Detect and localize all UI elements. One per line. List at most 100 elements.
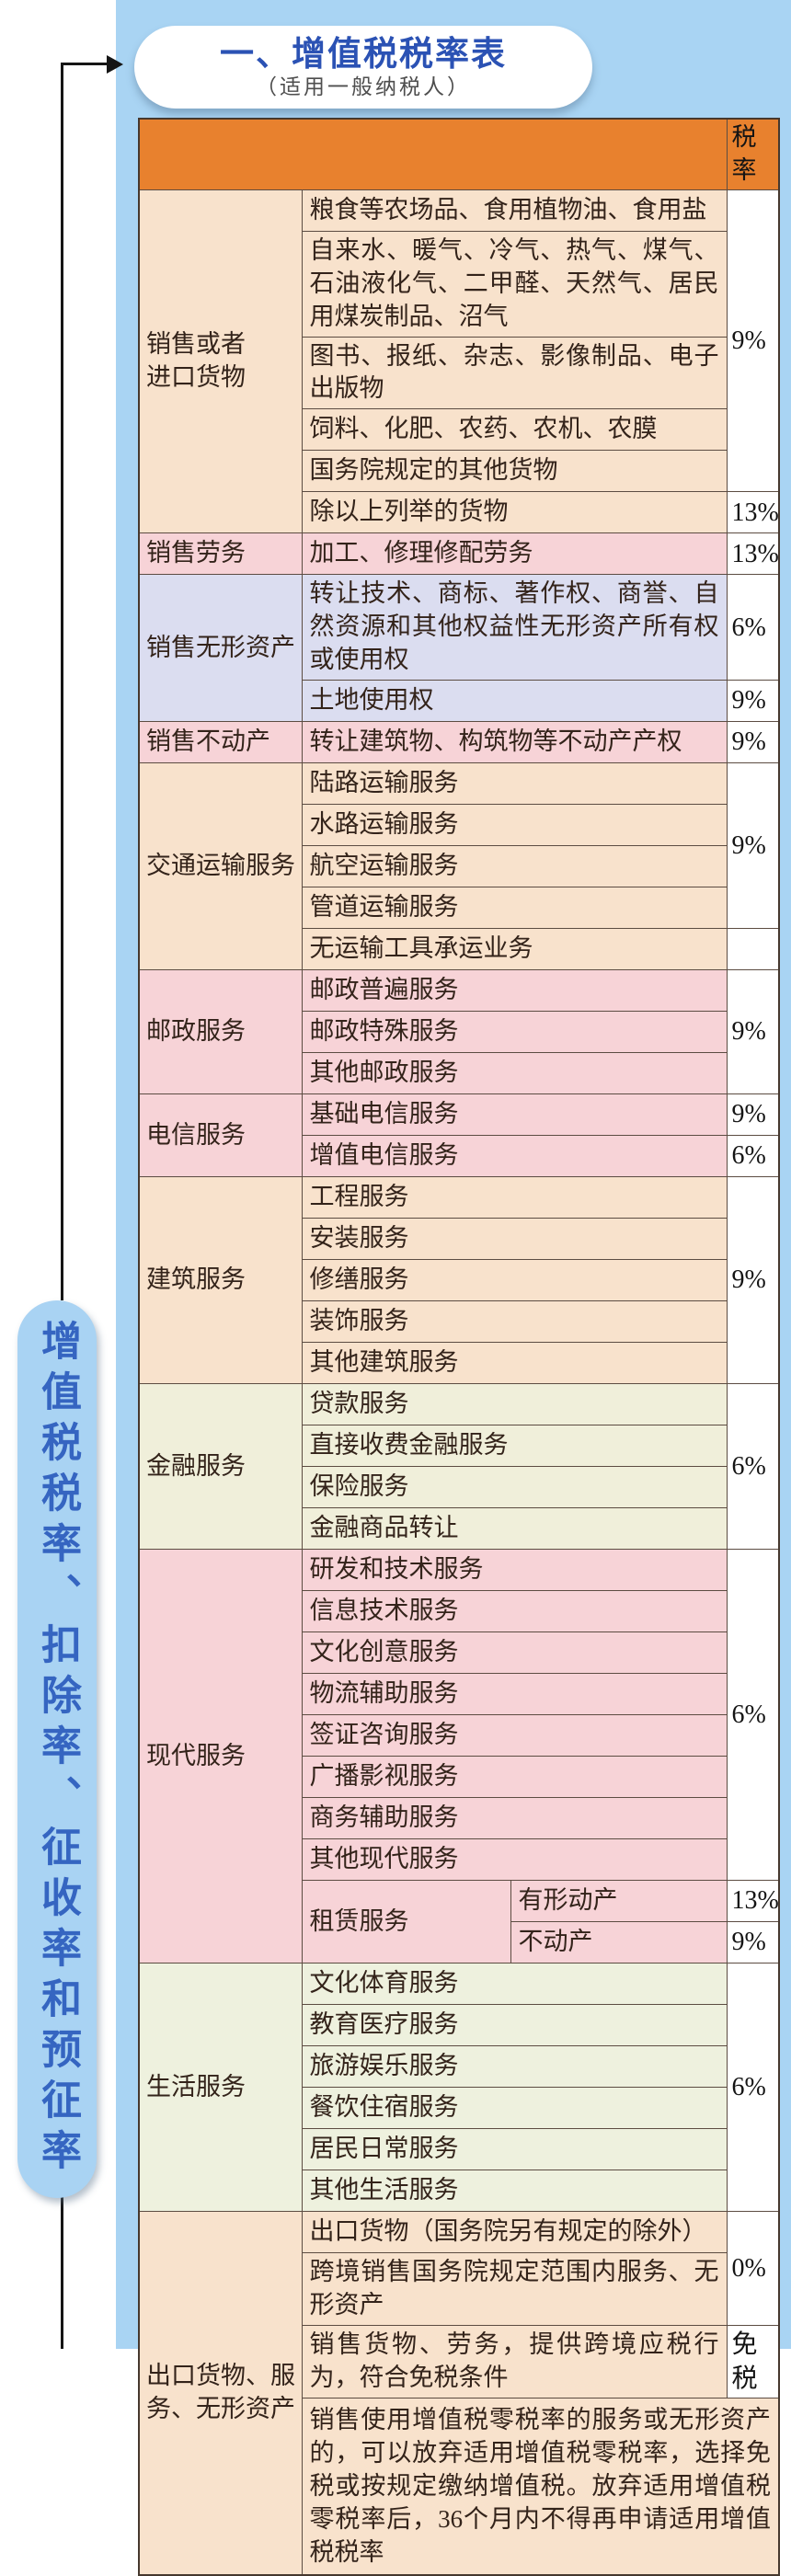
item-cell: 陆路运输服务 — [301, 762, 728, 806]
category-cell: 销售或者 进口货物 — [138, 189, 303, 534]
table-row: 租赁服务 有形动产 13% — [139, 1880, 780, 1964]
item-cell: 直接收费金融服务 — [301, 1425, 728, 1468]
rate-cell: 9% — [726, 969, 780, 1095]
category-cell: 交通运输服务 — [138, 762, 303, 971]
rate-cell: 6% — [726, 574, 780, 681]
vat-rate-table: 税率 销售或者 进口货物 粮食等农场品、食用植物油、食用盐 9% 自来水、暖气、… — [138, 118, 781, 2576]
item-cell: 保险服务 — [301, 1466, 728, 1509]
page-title: 一、增值税税率表 — [220, 35, 507, 73]
table-row: 不动产 9% — [139, 1921, 780, 1964]
item-cell: 饲料、化肥、农药、农机、农膜 — [301, 408, 728, 452]
item-cell: 餐饮住宿服务 — [301, 2087, 728, 2130]
rate-cell: 9% — [726, 1921, 780, 1964]
arrow-right-icon — [107, 54, 123, 74]
rate-cell: 免税 — [726, 2324, 780, 2399]
item-cell: 旅游娱乐服务 — [301, 2045, 728, 2089]
table-row: 现代服务 研发和技术服务 6% — [138, 1549, 780, 1964]
category-cell: 现代服务 — [138, 1549, 303, 1964]
table-row: 安装服务 — [139, 1218, 779, 1261]
item-cell: 转让建筑物、构筑物等不动产产权 — [301, 721, 728, 764]
table-row: 金融商品转让 — [139, 1507, 779, 1551]
category-cell: 邮政服务 — [138, 969, 303, 1095]
connector-line-top — [61, 63, 63, 1300]
table-row: 其他建筑服务 — [139, 1342, 779, 1385]
table-row: 税率 — [138, 118, 780, 190]
item-cell: 修缮服务 — [301, 1259, 728, 1302]
rate-cell: 13% — [726, 532, 780, 576]
rate-cell: 6% — [726, 1135, 780, 1178]
table-row: 水路运输服务 — [139, 804, 779, 847]
rate-cell: 13% — [726, 1880, 780, 1923]
item-cell: 图书、报纸、杂志、影像制品、电子出版物 — [301, 336, 728, 410]
item-cell: 贷款服务 — [301, 1383, 728, 1426]
table-row: 广播影视服务 — [139, 1756, 779, 1799]
item-cell: 邮政特殊服务 — [301, 1011, 728, 1054]
rate-cell: 9% — [726, 1176, 780, 1385]
item-cell: 土地使用权 — [301, 680, 728, 723]
item-cell: 信息技术服务 — [301, 1590, 728, 1633]
table-row: 保险服务 — [139, 1466, 779, 1509]
item-cell: 文化体育服务 — [301, 1963, 728, 2006]
rate-cell: 9% — [726, 721, 780, 764]
table-row: 邮政服务 邮政普遍服务 9% — [138, 969, 780, 1095]
item-cell: 加工、修理修配劳务 — [301, 532, 728, 576]
category-cell: 销售无形资产 — [138, 574, 303, 723]
table-row: 土地使用权 9% — [139, 680, 780, 723]
item-cell: 其他现代服务 — [301, 1838, 728, 1882]
category-cell: 销售劳务 — [138, 532, 303, 576]
table-row: 饲料、化肥、农药、农机、农膜 — [139, 408, 779, 452]
item-cell: 出口货物（国务院另有规定的除外） — [301, 2211, 728, 2254]
lease-sub-cell: 不动产 — [510, 1921, 728, 1964]
table-row: 销售不动产 转让建筑物、构筑物等不动产产权 9% — [138, 721, 780, 764]
rate-cell: 6% — [726, 1963, 780, 2213]
rate-cell: 6% — [726, 1549, 780, 1882]
item-cell: 水路运输服务 — [301, 804, 728, 847]
item-cell: 粮食等农场品、食用植物油、食用盐 — [301, 189, 728, 232]
table-row: 增值电信服务 6% — [139, 1135, 780, 1178]
table-row: 居民日常服务 — [139, 2128, 779, 2171]
table-row: 餐饮住宿服务 — [139, 2087, 779, 2130]
table-row: 金融服务 贷款服务 6% — [138, 1383, 780, 1551]
sidebar-topic-pill: 增值税税率、扣除率、征收率和预征率 — [17, 1300, 97, 2198]
connector-line-horizontal — [61, 63, 109, 65]
table-row: 物流辅助服务 — [139, 1673, 779, 1716]
table-row: 销售无形资产 转让技术、商标、著作权、商誉、自然资源和其他权益性无形资产所有权或… — [138, 574, 780, 723]
table-row: 签证咨询服务 — [139, 1714, 779, 1757]
item-cell: 其他建筑服务 — [301, 1342, 728, 1385]
table-row: 交通运输服务 陆路运输服务 9% — [138, 762, 780, 971]
rate-cell: 0% — [726, 2211, 780, 2326]
item-cell: 研发和技术服务 — [301, 1549, 728, 1592]
table-row: 商务辅助服务 — [139, 1797, 779, 1840]
table-row: 建筑服务 工程服务 9% — [138, 1176, 780, 1385]
category-cell: 生活服务 — [138, 1963, 303, 2213]
category-cell: 建筑服务 — [138, 1176, 303, 1385]
header-spacer-cell — [138, 118, 728, 190]
category-cell: 销售不动产 — [138, 721, 303, 764]
table-row: 其他生活服务 — [139, 2170, 779, 2213]
vat-rate-infographic: { "page": { "sidebar_label": "增值税税率、扣除率、… — [17, 0, 791, 2576]
item-cell: 物流辅助服务 — [301, 1673, 728, 1716]
item-cell: 基础电信服务 — [301, 1093, 728, 1137]
table-row: 文化创意服务 — [139, 1631, 779, 1675]
item-cell: 装饰服务 — [301, 1300, 728, 1344]
sidebar-topic-label: 增值税税率、扣除率、征收率和预征率 — [35, 1319, 80, 2180]
rate-cell: 9% — [726, 189, 780, 493]
rate-cell: 6% — [726, 1383, 780, 1551]
item-cell: 其他邮政服务 — [301, 1052, 728, 1095]
rate-cell: 9% — [726, 1093, 780, 1137]
table-row: 自来水、暖气、冷气、热气、煤气、石油液化气、二甲醛、天然气、居民用煤炭制品、沼气 — [139, 230, 779, 338]
item-cell: 自来水、暖气、冷气、热气、煤气、石油液化气、二甲醛、天然气、居民用煤炭制品、沼气 — [301, 230, 728, 338]
lease-sub-cell: 有形动产 — [510, 1880, 728, 1923]
table-row: 修缮服务 — [139, 1259, 779, 1302]
item-cell: 转让技术、商标、著作权、商誉、自然资源和其他权益性无形资产所有权或使用权 — [301, 574, 728, 681]
item-cell: 签证咨询服务 — [301, 1714, 728, 1757]
rate-cell-empty — [726, 928, 780, 971]
lease-label-cell: 租赁服务 — [301, 1880, 511, 1964]
item-cell: 增值电信服务 — [301, 1135, 728, 1178]
item-cell: 广播影视服务 — [301, 1756, 728, 1799]
rate-cell: 9% — [726, 762, 780, 930]
table-row: 除以上列举的货物 13% — [139, 491, 780, 534]
table-row: 电信服务 基础电信服务 9% — [138, 1093, 780, 1178]
rate-cell: 9% — [726, 680, 780, 723]
item-cell: 金融商品转让 — [301, 1507, 728, 1551]
